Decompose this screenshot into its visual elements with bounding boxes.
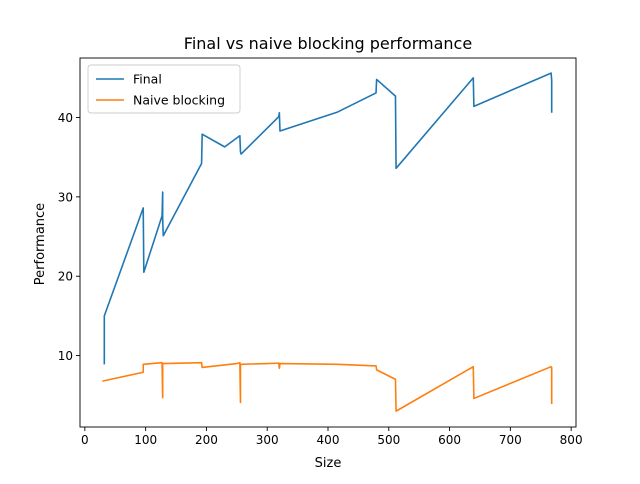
chart-title: Final vs naive blocking performance <box>184 34 472 53</box>
legend-box <box>87 64 241 114</box>
plot-area: 0 100 200 300 400 500 600 700 800 10 20 30 40 Final Na… <box>58 57 583 447</box>
series-line-0 <box>103 72 553 365</box>
legend-label-1: Naive blocking <box>133 93 225 108</box>
x-tick-label: 0 <box>81 433 89 447</box>
x-axis-label: Size <box>315 456 342 471</box>
y-tick-label: 20 <box>58 270 73 284</box>
y-axis-label: Performance <box>33 203 48 285</box>
x-tick-label: 800 <box>560 433 583 447</box>
x-tick-label: 500 <box>377 433 400 447</box>
x-tick-label: 200 <box>195 433 218 447</box>
series-line-1 <box>102 361 553 412</box>
x-tick-label: 300 <box>256 433 279 447</box>
x-tick-label: 700 <box>499 433 522 447</box>
x-tick-label: 600 <box>438 433 461 447</box>
y-tick-label: 10 <box>58 349 73 363</box>
x-tick-label: 100 <box>134 433 157 447</box>
y-tick-label: 40 <box>58 111 73 125</box>
x-tick-label: 400 <box>317 433 340 447</box>
legend-label-0: Final <box>133 72 162 87</box>
y-tick-label: 30 <box>58 190 73 204</box>
